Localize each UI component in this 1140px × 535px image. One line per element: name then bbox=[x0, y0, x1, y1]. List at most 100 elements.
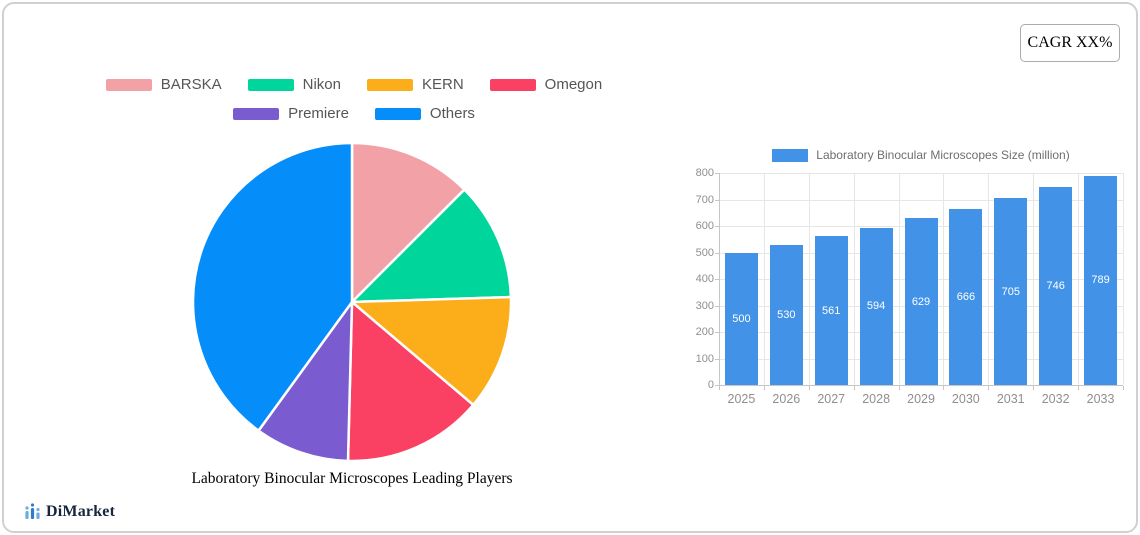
pie-chart bbox=[191, 141, 513, 463]
x-axis-line bbox=[719, 385, 1123, 386]
pie-slice-premiere[interactable] bbox=[257, 300, 354, 463]
legend-swatch-premiere bbox=[233, 107, 280, 120]
tick-y-0 bbox=[715, 385, 719, 386]
legend-item-kern[interactable]: KERN bbox=[366, 76, 464, 93]
legend-swatch-omegon bbox=[489, 78, 536, 91]
axis-label-x-2027: 2027 bbox=[817, 392, 846, 406]
gridline-x-3 bbox=[853, 173, 855, 385]
bar-chart: Laboratory Binocular Microscopes Size (m… bbox=[692, 144, 1140, 414]
pie-slice-barska[interactable] bbox=[350, 141, 466, 304]
axis-label-x-2029: 2029 bbox=[907, 392, 935, 406]
tick-x-8 bbox=[1078, 386, 1080, 390]
legend-label-omegon: Omegon bbox=[544, 76, 603, 93]
tick-x-0 bbox=[719, 386, 720, 390]
axis-label-x-2031: 2031 bbox=[996, 392, 1025, 406]
pie-legend: BARSKA Nikon KERN Omegon Premiere Others bbox=[64, 76, 644, 122]
tick-x-9 bbox=[1123, 386, 1124, 390]
tick-y-500 bbox=[715, 252, 719, 254]
axis-label-y-500: 500 bbox=[695, 246, 714, 259]
legend-item-omegon[interactable]: Omegon bbox=[489, 76, 603, 93]
pie-legend-row-2: Premiere Others bbox=[64, 105, 644, 122]
bar-value-2030: 666 bbox=[956, 290, 976, 303]
legend-label-kern: KERN bbox=[421, 76, 464, 93]
y-axis-line bbox=[719, 173, 720, 385]
bar-2028[interactable]: 594 bbox=[859, 227, 893, 385]
axis-label-y-800: 800 bbox=[695, 167, 714, 179]
axis-label-y-0: 0 bbox=[707, 379, 714, 391]
cagr-badge: CAGR XX% bbox=[1020, 24, 1120, 62]
axis-label-y-200: 200 bbox=[695, 326, 714, 338]
legend-swatch-barska bbox=[105, 78, 152, 91]
legend-item-premiere[interactable]: Premiere bbox=[233, 105, 349, 122]
axis-label-y-400: 400 bbox=[695, 273, 714, 285]
axis-label-y-600: 600 bbox=[695, 220, 714, 232]
axis-label-y-300: 300 bbox=[695, 299, 714, 312]
bar-2031[interactable]: 705 bbox=[994, 198, 1028, 385]
legend-label-others: Others bbox=[429, 105, 475, 122]
legend-swatch-others bbox=[374, 107, 421, 120]
tick-x-2 bbox=[808, 386, 810, 390]
bar-value-2028: 594 bbox=[866, 300, 886, 313]
gridline-x-7 bbox=[1033, 173, 1035, 385]
tick-x-6 bbox=[988, 386, 990, 390]
gridline-x-1 bbox=[763, 173, 765, 385]
legend-item-barska[interactable]: BARSKA bbox=[105, 76, 222, 93]
bar-2033[interactable]: 789 bbox=[1084, 175, 1118, 385]
tick-x-7 bbox=[1033, 386, 1035, 390]
bar-legend-label: Laboratory Binocular Microscopes Size (m… bbox=[816, 148, 1070, 162]
gridline-x-8 bbox=[1078, 173, 1080, 385]
legend-swatch-nikon bbox=[247, 78, 294, 91]
tick-y-300 bbox=[715, 305, 719, 307]
gridline-x-9 bbox=[1123, 173, 1124, 385]
tick-y-600 bbox=[715, 226, 719, 227]
tick-y-800 bbox=[715, 173, 719, 174]
legend-label-nikon: Nikon bbox=[302, 76, 341, 93]
bar-2030[interactable]: 666 bbox=[949, 208, 983, 385]
bar-2032[interactable]: 746 bbox=[1039, 187, 1073, 385]
pie-slice-omegon[interactable] bbox=[346, 300, 475, 463]
bar-2025[interactable]: 500 bbox=[724, 252, 758, 385]
gridline-x-5 bbox=[943, 173, 945, 385]
axis-label-y-100: 100 bbox=[695, 352, 714, 365]
tick-x-1 bbox=[763, 386, 765, 390]
tick-x-4 bbox=[898, 386, 900, 390]
bar-2027[interactable]: 561 bbox=[814, 236, 848, 385]
pie-slice-others[interactable] bbox=[191, 141, 354, 432]
tick-x-5 bbox=[943, 386, 945, 390]
axis-label-x-2033: 2033 bbox=[1086, 392, 1115, 406]
axis-label-x-2025: 2025 bbox=[727, 392, 756, 406]
bar-value-2031: 705 bbox=[1001, 285, 1020, 298]
axis-label-x-2030: 2030 bbox=[951, 392, 980, 406]
axis-label-x-2026: 2026 bbox=[772, 392, 801, 406]
tick-x-3 bbox=[853, 386, 855, 390]
legend-item-others[interactable]: Others bbox=[374, 105, 475, 122]
gridline-x-4 bbox=[898, 173, 900, 385]
brand-name: DiMarket bbox=[46, 502, 116, 520]
bar-value-2033: 789 bbox=[1091, 274, 1110, 287]
gridline-y-700 bbox=[719, 199, 1123, 201]
bar-2029[interactable]: 629 bbox=[904, 218, 938, 385]
bar-2026[interactable]: 530 bbox=[769, 244, 803, 385]
bar-value-2025: 500 bbox=[732, 312, 751, 325]
bar-value-2032: 746 bbox=[1046, 280, 1065, 293]
axis-label-y-700: 700 bbox=[695, 193, 714, 206]
bar-legend-swatch bbox=[772, 148, 809, 162]
axis-label-x-2028: 2028 bbox=[862, 392, 891, 406]
tick-y-400 bbox=[715, 279, 719, 280]
brand-logo-icon bbox=[25, 503, 40, 519]
tick-y-700 bbox=[715, 199, 719, 201]
bar-value-2026: 530 bbox=[777, 308, 796, 321]
gridline-y-800 bbox=[719, 173, 1123, 174]
bar-value-2029: 629 bbox=[911, 295, 931, 308]
gridline-x-6 bbox=[988, 173, 990, 385]
pie-legend-row-1: BARSKA Nikon KERN Omegon bbox=[64, 76, 644, 93]
bar-value-2027: 561 bbox=[822, 304, 841, 317]
pie-chart-title: Laboratory Binocular Microscopes Leading… bbox=[191, 470, 513, 487]
bar-chart-legend[interactable]: Laboratory Binocular Microscopes Size (m… bbox=[719, 148, 1123, 162]
pie-slice-kern[interactable] bbox=[350, 295, 513, 407]
bar-plot-area: 0 100 200 300 400 500 600 700 800 500 2025 530 2026 5… bbox=[696, 167, 1124, 406]
tick-y-200 bbox=[715, 332, 719, 333]
pie-slice-nikon[interactable] bbox=[350, 188, 513, 304]
legend-item-nikon[interactable]: Nikon bbox=[247, 76, 341, 93]
